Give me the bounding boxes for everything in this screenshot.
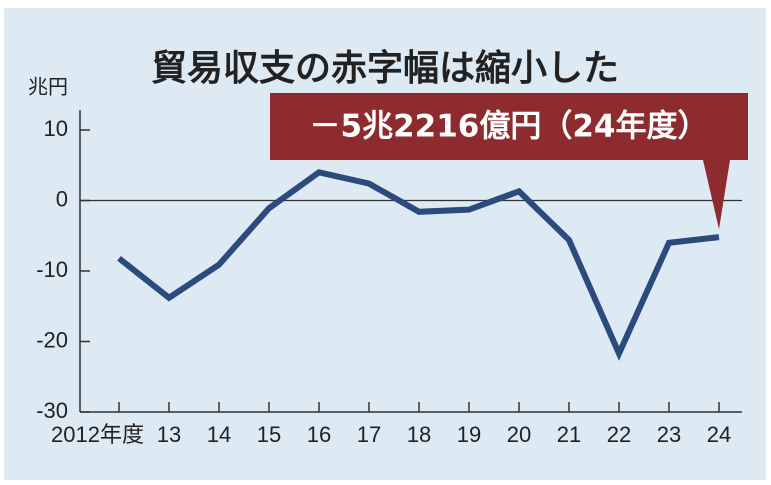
x-tick-label: 24: [707, 422, 731, 447]
x-tick-label: 18: [407, 422, 431, 447]
callout-box: [270, 93, 748, 230]
y-tick-label: 10: [44, 116, 68, 141]
annotation: －5兆2216億円（24年度）: [310, 109, 709, 145]
x-tick-label: 13: [157, 422, 181, 447]
x-tick-label: 17: [357, 422, 381, 447]
x-tick-label: 20: [507, 422, 531, 447]
x-tick-label: 22: [607, 422, 631, 447]
y-tick-label: -20: [36, 327, 68, 352]
x-tick-label: 2012年度: [51, 422, 144, 447]
x-tick-label: 21: [557, 422, 581, 447]
x-tick-label: 16: [307, 422, 331, 447]
data-line: [117, 169, 720, 361]
y-tick-label: 0: [56, 186, 68, 211]
chart-background: [4, 8, 766, 480]
x-tick-label: 23: [657, 422, 681, 447]
x-tick-label: 15: [257, 422, 281, 447]
x-tick-label: 14: [207, 422, 231, 447]
y-axis-unit: 兆円: [28, 75, 68, 99]
chart-title: 貿易収支の赤字幅は縮小した: [151, 48, 619, 89]
y-tick-label: -10: [36, 257, 68, 282]
y-tick-label: -30: [36, 398, 68, 423]
x-tick-label: 19: [457, 422, 481, 447]
